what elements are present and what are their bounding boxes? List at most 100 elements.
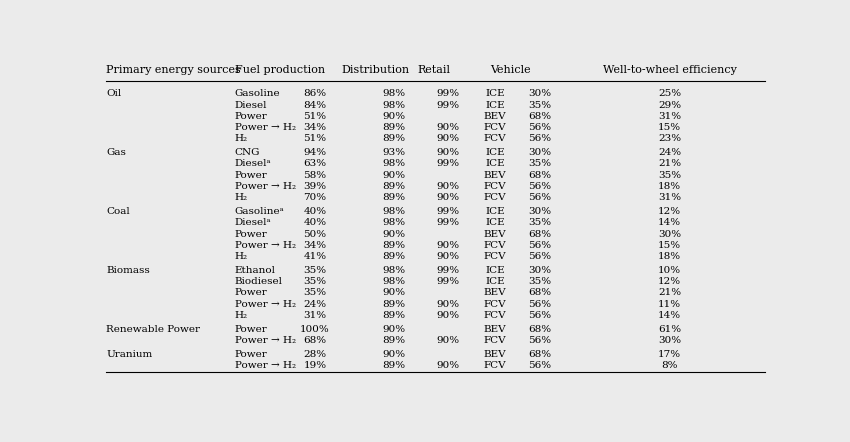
Text: 56%: 56% [528, 123, 552, 132]
Text: 35%: 35% [528, 160, 552, 168]
Text: FCV: FCV [484, 182, 507, 191]
Text: 30%: 30% [528, 148, 552, 157]
Text: 8%: 8% [661, 361, 677, 370]
Text: Power: Power [235, 289, 268, 297]
Text: 40%: 40% [303, 207, 326, 216]
Text: FCV: FCV [484, 252, 507, 261]
Text: 41%: 41% [303, 252, 326, 261]
Text: BEV: BEV [484, 289, 507, 297]
Text: ICE: ICE [485, 148, 505, 157]
Text: 56%: 56% [528, 336, 552, 345]
Text: ICE: ICE [485, 89, 505, 99]
Text: FCV: FCV [484, 311, 507, 320]
Text: 99%: 99% [437, 101, 460, 110]
Text: 34%: 34% [303, 123, 326, 132]
Text: H₂: H₂ [235, 193, 248, 202]
Text: ICE: ICE [485, 277, 505, 286]
Text: FCV: FCV [484, 361, 507, 370]
Text: 89%: 89% [382, 134, 405, 143]
Text: Power → H₂: Power → H₂ [235, 123, 296, 132]
Text: 63%: 63% [303, 160, 326, 168]
Text: Dieselᵃ: Dieselᵃ [235, 160, 271, 168]
Text: 28%: 28% [303, 350, 326, 359]
Text: 24%: 24% [303, 300, 326, 309]
Text: 30%: 30% [658, 229, 681, 239]
Text: 90%: 90% [382, 171, 405, 180]
Text: 98%: 98% [382, 266, 405, 275]
Text: H₂: H₂ [235, 311, 248, 320]
Text: 89%: 89% [382, 182, 405, 191]
Text: 68%: 68% [528, 229, 552, 239]
Text: 35%: 35% [658, 171, 681, 180]
Text: 90%: 90% [437, 241, 460, 250]
Text: FCV: FCV [484, 336, 507, 345]
Text: 98%: 98% [382, 218, 405, 227]
Text: 21%: 21% [658, 289, 681, 297]
Text: ICE: ICE [485, 101, 505, 110]
Text: 90%: 90% [437, 361, 460, 370]
Text: 51%: 51% [303, 134, 326, 143]
Text: 99%: 99% [437, 89, 460, 99]
Text: 99%: 99% [437, 160, 460, 168]
Text: 19%: 19% [303, 361, 326, 370]
Text: 99%: 99% [437, 218, 460, 227]
Text: Primary energy sources: Primary energy sources [106, 65, 241, 75]
Text: BEV: BEV [484, 112, 507, 121]
Text: 89%: 89% [382, 241, 405, 250]
Text: Power: Power [235, 171, 268, 180]
Text: 25%: 25% [658, 89, 681, 99]
Text: 24%: 24% [658, 148, 681, 157]
Text: Gas: Gas [106, 148, 126, 157]
Text: 15%: 15% [658, 123, 681, 132]
Text: Gasoline: Gasoline [235, 89, 280, 99]
Text: 68%: 68% [528, 325, 552, 334]
Text: Distribution: Distribution [341, 65, 409, 75]
Text: 90%: 90% [437, 148, 460, 157]
Text: 50%: 50% [303, 229, 326, 239]
Text: Well-to-wheel efficiency: Well-to-wheel efficiency [603, 65, 736, 75]
Text: 89%: 89% [382, 361, 405, 370]
Text: 56%: 56% [528, 361, 552, 370]
Text: 56%: 56% [528, 252, 552, 261]
Text: 98%: 98% [382, 89, 405, 99]
Text: Biomass: Biomass [106, 266, 150, 275]
Text: 35%: 35% [303, 277, 326, 286]
Text: 29%: 29% [658, 101, 681, 110]
Text: Power: Power [235, 229, 268, 239]
Text: 30%: 30% [528, 207, 552, 216]
Text: Gasolineᵃ: Gasolineᵃ [235, 207, 285, 216]
Text: 70%: 70% [303, 193, 326, 202]
Text: 90%: 90% [437, 182, 460, 191]
Text: Oil: Oil [106, 89, 122, 99]
Text: 90%: 90% [382, 229, 405, 239]
Text: 84%: 84% [303, 101, 326, 110]
Text: Power → H₂: Power → H₂ [235, 300, 296, 309]
Text: 68%: 68% [528, 171, 552, 180]
Text: 18%: 18% [658, 182, 681, 191]
Text: 68%: 68% [528, 112, 552, 121]
Text: 90%: 90% [382, 112, 405, 121]
Text: 14%: 14% [658, 311, 681, 320]
Text: 30%: 30% [528, 266, 552, 275]
Text: 90%: 90% [437, 300, 460, 309]
Text: Coal: Coal [106, 207, 130, 216]
Text: 56%: 56% [528, 134, 552, 143]
Text: Retail: Retail [417, 65, 450, 75]
Text: 35%: 35% [528, 218, 552, 227]
Text: FCV: FCV [484, 134, 507, 143]
Text: 100%: 100% [300, 325, 330, 334]
Text: 68%: 68% [303, 336, 326, 345]
Text: BEV: BEV [484, 350, 507, 359]
Text: 89%: 89% [382, 123, 405, 132]
Text: 34%: 34% [303, 241, 326, 250]
Text: 31%: 31% [303, 311, 326, 320]
Text: ICE: ICE [485, 266, 505, 275]
Text: H₂: H₂ [235, 252, 248, 261]
Text: 90%: 90% [437, 134, 460, 143]
Text: 98%: 98% [382, 207, 405, 216]
Text: 90%: 90% [437, 123, 460, 132]
Text: 40%: 40% [303, 218, 326, 227]
Text: 93%: 93% [382, 148, 405, 157]
Text: 99%: 99% [437, 207, 460, 216]
Text: 90%: 90% [437, 311, 460, 320]
